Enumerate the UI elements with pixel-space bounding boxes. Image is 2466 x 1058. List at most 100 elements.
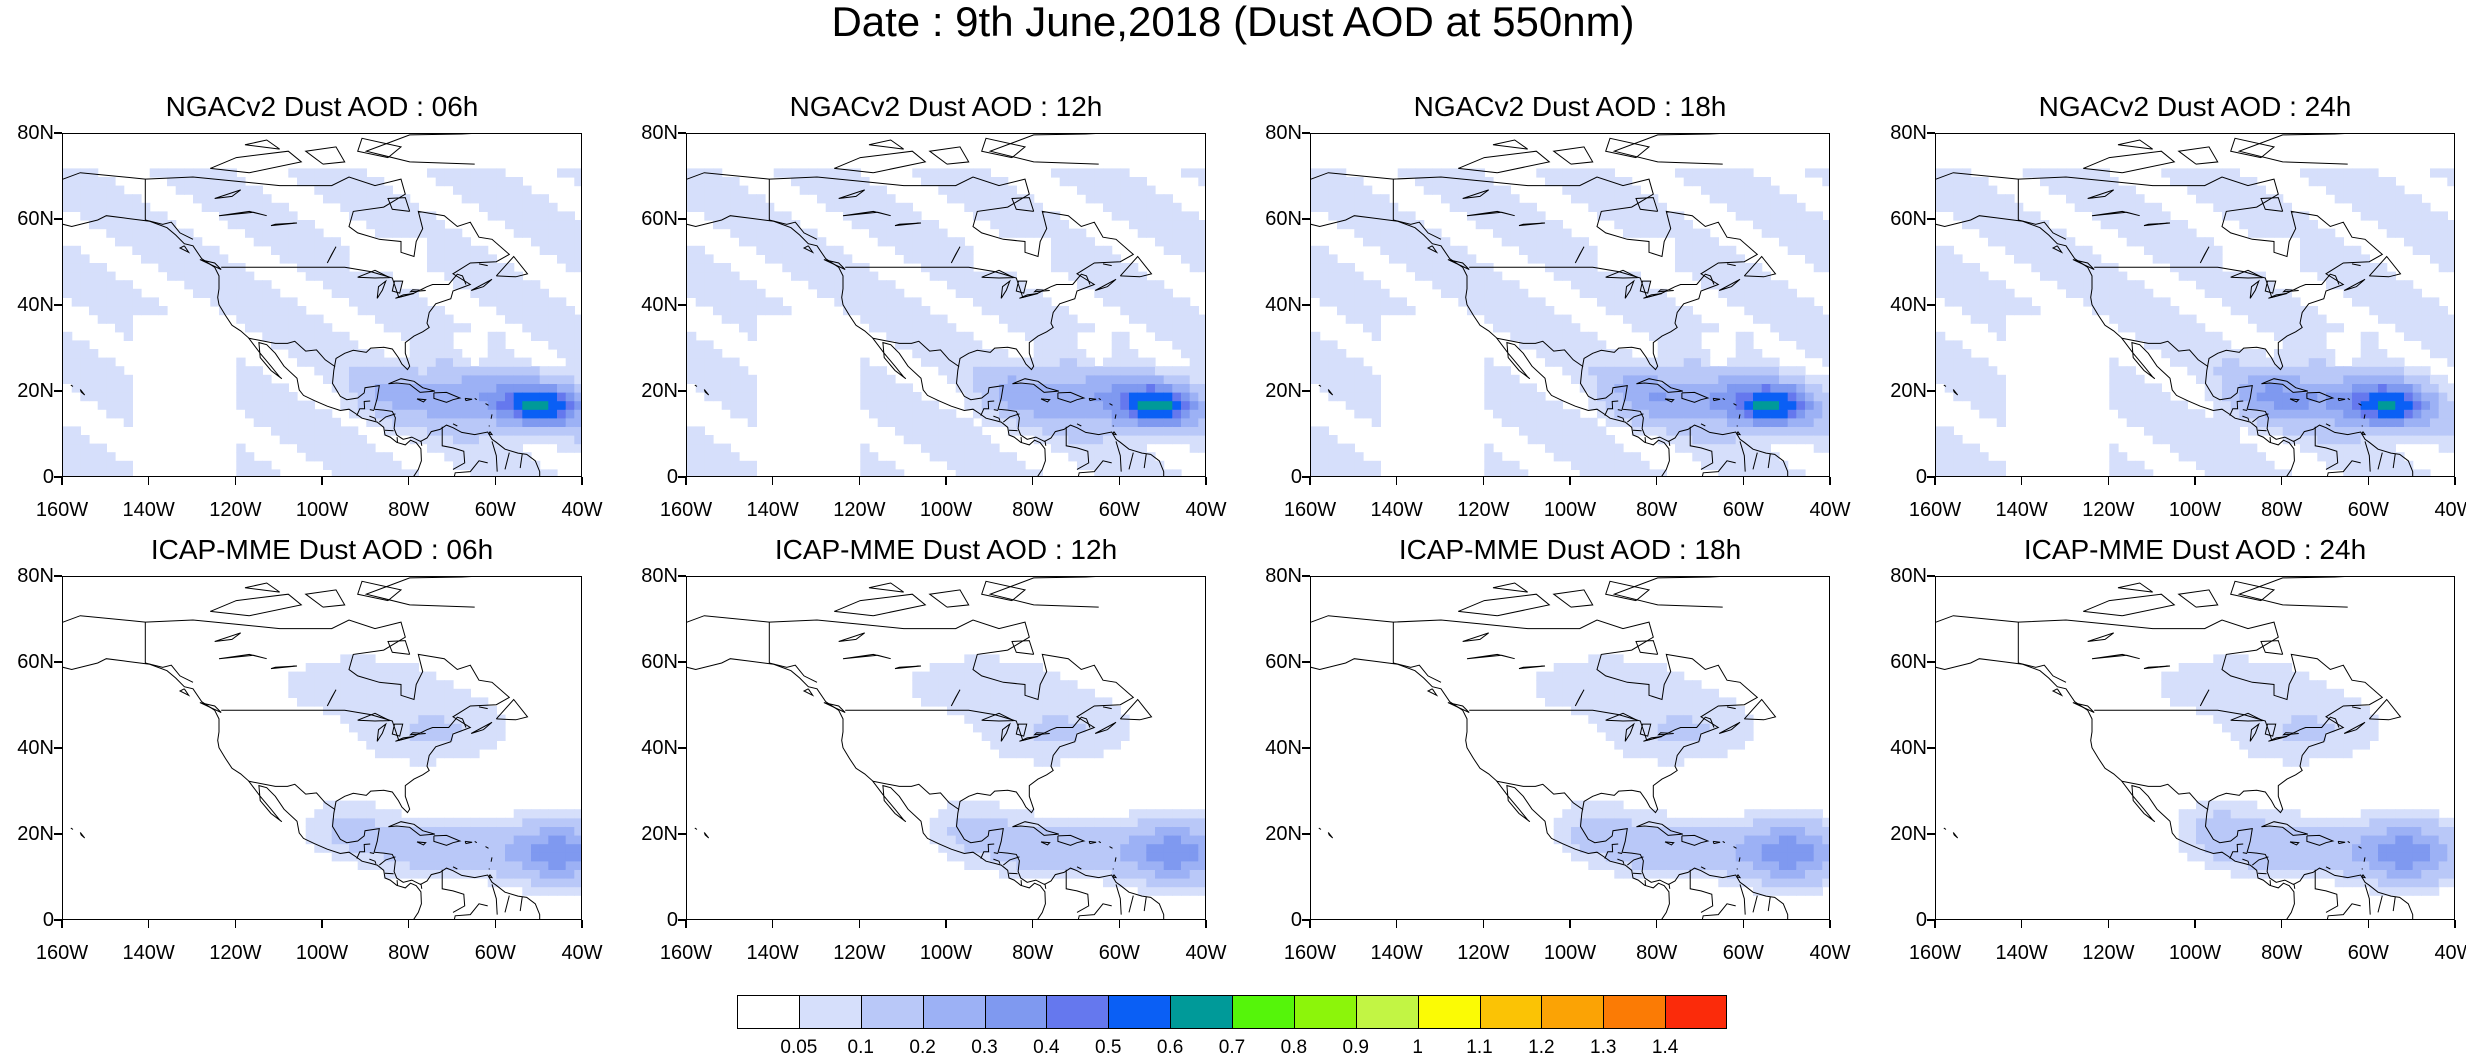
aod-cell: [358, 186, 367, 195]
aod-cell: [1545, 444, 1554, 453]
aod-cell: [1155, 392, 1164, 401]
aod-cell: [2274, 211, 2283, 220]
aod-cell: [2309, 332, 2318, 341]
aod-cell: [1701, 383, 1710, 392]
aod-cell: [340, 289, 349, 298]
lat-tick-label: 60N: [1242, 208, 1302, 230]
aod-cell: [2092, 289, 2101, 298]
aod-cell: [2109, 220, 2118, 229]
aod-cell: [514, 194, 523, 203]
aod-cell: [912, 246, 921, 255]
aod-cell: [340, 435, 349, 444]
aod-cell: [522, 211, 531, 220]
lat-tick-mark: [1302, 218, 1310, 220]
aod-cell: [1692, 237, 1701, 246]
aod-cell: [496, 306, 505, 315]
aod-cell: [124, 280, 133, 289]
aod-cell: [1788, 366, 1797, 375]
aod-cell: [1597, 469, 1606, 477]
aod-cell: [1164, 375, 1173, 384]
aod-cell: [314, 444, 323, 453]
aod-cell: [2049, 237, 2058, 246]
aod-cell: [2231, 426, 2240, 435]
aod-cell: [1727, 426, 1736, 435]
aod-cell: [2153, 297, 2162, 306]
aod-cell: [1614, 444, 1623, 453]
aod-cell: [696, 444, 705, 453]
aod-cell: [1129, 289, 1138, 298]
aod-cell: [1675, 168, 1684, 177]
aod-cell: [505, 289, 514, 298]
aod-cell: [427, 237, 436, 246]
aod-cell: [1502, 237, 1511, 246]
aod-cell: [1354, 297, 1363, 306]
aod-cell: [2161, 426, 2170, 435]
aod-cell: [1190, 332, 1199, 341]
aod-cell: [1736, 401, 1745, 410]
aod-cell: [314, 358, 323, 367]
aod-cell: [1337, 272, 1346, 281]
aod-cell: [860, 203, 869, 212]
aod-cell: [288, 409, 297, 418]
aod-cell: [1129, 383, 1138, 392]
aod-cell: [1554, 340, 1563, 349]
aod-cell: [89, 306, 98, 315]
aod-cell: [1328, 340, 1337, 349]
aod-cell: [2317, 435, 2326, 444]
aod-cell: [713, 203, 722, 212]
aod-cell: [176, 168, 185, 177]
aod-cell: [1198, 220, 1206, 229]
aod-cell: [2239, 358, 2248, 367]
aod-cell: [2257, 366, 2266, 375]
aod-cell: [505, 366, 514, 375]
aod-cell: [999, 461, 1008, 470]
aod-cell: [930, 177, 939, 186]
aod-cell: [1736, 297, 1745, 306]
aod-cell: [704, 289, 713, 298]
aod-cell: [375, 358, 384, 367]
aod-cell: [124, 289, 133, 298]
aod-cell: [2179, 358, 2188, 367]
aod-cell: [696, 469, 705, 477]
aod-cell: [1051, 401, 1060, 410]
aod-cell: [1597, 280, 1606, 289]
aod-cell: [1198, 349, 1206, 358]
aod-cell: [375, 452, 384, 461]
aod-cell: [401, 229, 410, 238]
aod-cell: [98, 186, 107, 195]
aod-cell: [1519, 246, 1528, 255]
lon-tick-mark: [1205, 477, 1207, 485]
aod-cell: [479, 186, 488, 195]
aod-cell: [982, 297, 991, 306]
aod-cell: [1025, 323, 1034, 332]
aod-cell: [522, 306, 531, 315]
aod-cell: [2248, 452, 2257, 461]
aod-cell: [1311, 289, 1320, 298]
aod-cell: [1363, 383, 1372, 392]
aod-cell: [1971, 366, 1980, 375]
aod-cell: [2326, 409, 2335, 418]
aod-cell: [124, 332, 133, 341]
aod-cell: [462, 358, 471, 367]
aod-cell: [418, 340, 427, 349]
aod-cell: [427, 409, 436, 418]
aod-cell: [912, 168, 921, 177]
aod-cell: [1042, 426, 1051, 435]
aod-cell: [158, 168, 167, 177]
aod-cell: [2300, 168, 2309, 177]
aod-cell: [2170, 254, 2179, 263]
aod-cell: [1588, 272, 1597, 281]
aod-cell: [1493, 194, 1502, 203]
aod-cell: [167, 272, 176, 281]
aod-cell: [2222, 401, 2231, 410]
aod-cell: [106, 289, 115, 298]
aod-cell: [1025, 469, 1034, 477]
aod-cell: [1736, 461, 1745, 470]
aod-cell: [817, 237, 826, 246]
aod-cell: [124, 469, 133, 477]
aod-cell: [245, 194, 254, 203]
aod-cell: [1120, 375, 1129, 384]
aod-cell: [1979, 392, 1988, 401]
aod-cell: [800, 272, 809, 281]
aod-cell: [2205, 392, 2214, 401]
